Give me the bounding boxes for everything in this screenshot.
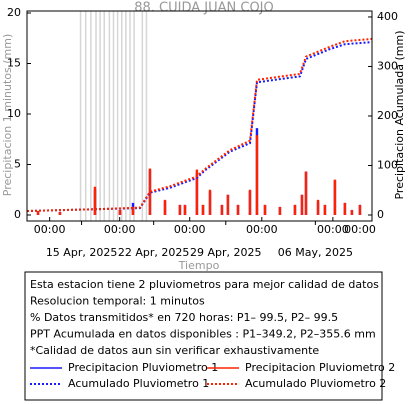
x-tick-label: 00:00 — [246, 223, 278, 236]
note: Esta estacion tiene 2 pluviometros para … — [30, 278, 379, 291]
bar — [300, 194, 304, 215]
y-axis-label: Precipitacion 1 minutos (mm) — [1, 34, 14, 196]
y2-tick-label: 0 — [377, 208, 384, 221]
legend-label: Acumulado Pluviometro 1 — [68, 377, 209, 390]
bar — [58, 211, 62, 215]
legend-label: Precipitacion Pluviometro 2 — [245, 361, 395, 374]
note: PPT Acumulada en datos disponibles : P1–… — [30, 328, 376, 341]
y2-tick-label: 100 — [377, 158, 398, 171]
bar — [333, 179, 337, 215]
y-tick-label: 0 — [14, 208, 21, 221]
x-tick-label: 00:00 — [344, 223, 376, 236]
bar — [131, 206, 135, 215]
x-tick-label: 00:00 — [174, 223, 206, 236]
y2-tick-label: 200 — [377, 109, 398, 122]
bar — [118, 209, 122, 215]
x-tick-label: 00:00 — [34, 223, 66, 236]
bar — [293, 204, 297, 215]
x-tick-label: 00:00 — [317, 223, 349, 236]
y-tick-label: 10 — [7, 107, 21, 120]
bar — [255, 135, 259, 215]
bar — [201, 204, 205, 215]
y2-tick-label: 300 — [377, 59, 398, 72]
bar — [236, 204, 240, 215]
bar — [148, 168, 152, 215]
bar — [343, 202, 347, 215]
bar — [220, 204, 224, 215]
bar — [248, 189, 252, 215]
legend-box — [24, 271, 383, 401]
note: Resolucion temporal: 1 minutos — [30, 295, 205, 308]
accumulated-line — [26, 37, 373, 212]
x-tick-label: 00:00 — [104, 223, 136, 236]
bar — [36, 210, 40, 215]
bar — [358, 204, 362, 215]
bar — [278, 206, 282, 215]
bar — [183, 204, 187, 215]
bar — [350, 209, 354, 215]
y2-tick-label: 400 — [377, 10, 398, 23]
x-axis-label: Tiempo — [178, 259, 220, 272]
note: *Calidad de datos aun sin verificar exha… — [30, 344, 319, 357]
bar — [208, 189, 212, 215]
bar — [93, 186, 97, 215]
bar — [195, 169, 199, 215]
accumulated-line — [26, 41, 373, 212]
date-tick-label: 15 Apr, 2025 — [46, 246, 118, 259]
y-tick-label: 5 — [14, 158, 21, 171]
bar — [226, 194, 230, 215]
y2-axis-label: Precipitacion Acumulada (mm) — [393, 30, 406, 199]
date-tick-label: 29 Apr, 2025 — [190, 246, 262, 259]
y-tick-label: 15 — [7, 57, 21, 70]
date-tick-label: 22 Apr, 2025 — [118, 246, 190, 259]
bar — [323, 204, 327, 215]
plot-frame — [26, 10, 373, 222]
bar — [163, 199, 167, 215]
bar — [304, 171, 308, 215]
chart-title: 88. CUIDA JUAN COJO — [134, 1, 274, 16]
legend-label: Precipitacion Pluviometro 1 — [68, 361, 218, 374]
note: % Datos transmitidos* en 720 horas: P1– … — [30, 311, 338, 324]
y-tick-label: 20 — [7, 6, 21, 19]
date-tick-label: 06 May, 2025 — [278, 246, 353, 259]
bar — [178, 204, 182, 215]
legend-label: Acumulado Pluviometro 2 — [245, 377, 386, 390]
bar — [316, 199, 320, 215]
bar — [263, 204, 267, 215]
